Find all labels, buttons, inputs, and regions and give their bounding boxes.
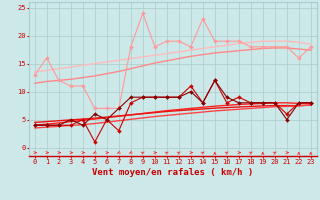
X-axis label: Vent moyen/en rafales ( km/h ): Vent moyen/en rafales ( km/h ): [92, 168, 253, 177]
